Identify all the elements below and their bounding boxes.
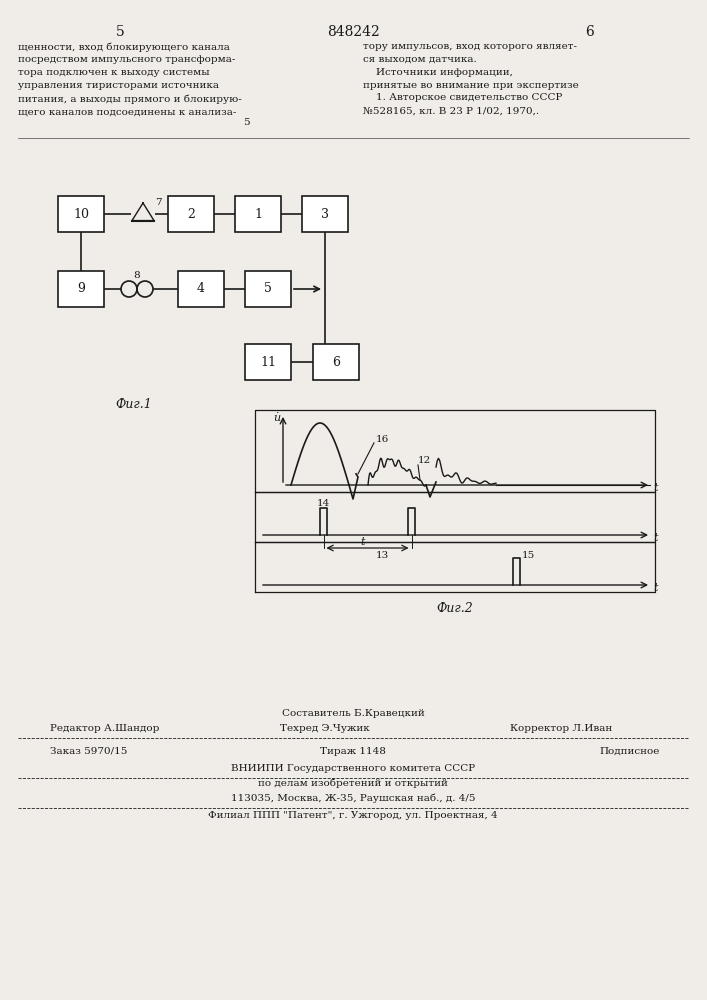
Text: Редактор А.Шандор: Редактор А.Шандор [50,724,159,733]
Text: Техред Э.Чужик: Техред Э.Чужик [280,724,370,733]
Text: 5: 5 [264,282,272,296]
FancyBboxPatch shape [58,271,104,307]
FancyBboxPatch shape [235,196,281,232]
Text: t: t [361,537,365,547]
Text: 2: 2 [187,208,195,221]
Text: 8: 8 [134,271,140,280]
FancyBboxPatch shape [245,344,291,380]
Text: 7: 7 [155,198,162,207]
Text: Тираж 1148: Тираж 1148 [320,747,386,756]
FancyBboxPatch shape [58,196,104,232]
Text: 5: 5 [243,118,250,127]
Text: ВНИИПИ Государственного комитета СССР: ВНИИПИ Государственного комитета СССР [231,764,475,773]
Text: 12: 12 [418,456,431,465]
Text: 11: 11 [260,356,276,368]
Text: 113035, Москва, Ж-35, Раушская наб., д. 4/5: 113035, Москва, Ж-35, Раушская наб., д. … [230,794,475,803]
Text: 6: 6 [332,356,340,368]
Text: 13: 13 [375,551,389,560]
FancyBboxPatch shape [302,196,348,232]
Text: тору импульсов, вход которого являет-
ся выходом датчика.
    Источники информац: тору импульсов, вход которого являет- ся… [363,42,579,115]
Text: Филиал ППП "Патент", г. Ужгород, ул. Проектная, 4: Филиал ППП "Патент", г. Ужгород, ул. Про… [208,811,498,820]
Text: Корректор Л.Иван: Корректор Л.Иван [510,724,612,733]
FancyBboxPatch shape [313,344,359,380]
Text: 10: 10 [73,208,89,221]
Text: по делам изобретений и открытий: по делам изобретений и открытий [258,778,448,788]
Text: 6: 6 [585,25,595,39]
FancyBboxPatch shape [168,196,214,232]
Text: Фиг.2: Фиг.2 [437,602,474,615]
Text: u̇: u̇ [273,413,280,423]
FancyBboxPatch shape [245,271,291,307]
Text: 4: 4 [197,282,205,296]
Text: 5: 5 [116,25,124,39]
Text: 848242: 848242 [327,25,380,39]
Text: t: t [653,533,658,543]
Text: 9: 9 [77,282,85,296]
Text: 16: 16 [376,435,390,444]
Text: t: t [653,483,658,493]
Text: Фиг.1: Фиг.1 [115,398,152,411]
Text: щенности, вход блокирующего канала
посредством импульсного трансформа-
тора подк: щенности, вход блокирующего канала посре… [18,42,242,117]
Text: 14: 14 [317,499,330,508]
Text: t: t [653,583,658,593]
Text: 15: 15 [522,551,535,560]
Text: 3: 3 [321,208,329,221]
Text: Заказ 5970/15: Заказ 5970/15 [50,747,127,756]
Text: Подписное: Подписное [600,747,660,756]
FancyBboxPatch shape [178,271,224,307]
Text: 1: 1 [254,208,262,221]
Text: Составитель Б.Кравецкий: Составитель Б.Кравецкий [281,709,424,718]
